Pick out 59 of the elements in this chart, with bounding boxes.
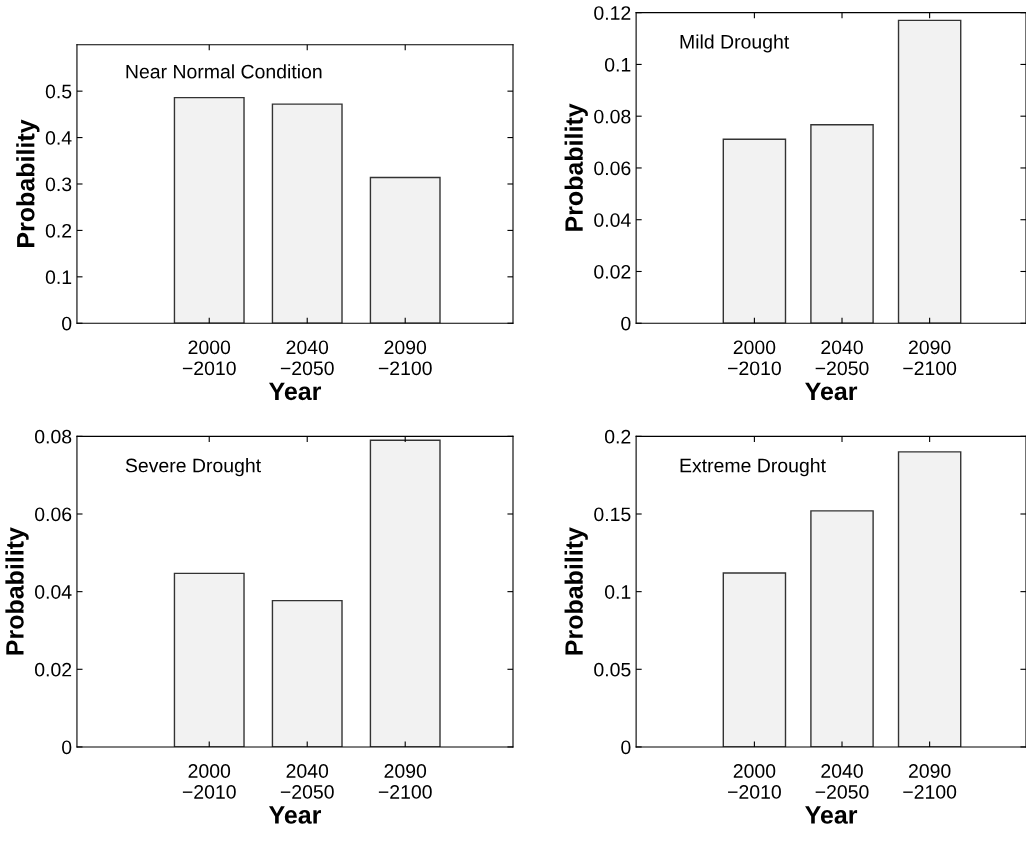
y-tick-label: 0.02 [594,264,631,279]
bar [271,103,343,324]
y-tick-label: 0.08 [594,109,631,124]
y-tick-label: 0 [62,740,72,755]
x-tick-label: 2000 −2010 [728,764,781,799]
y-axis-title: Probability [5,527,29,655]
bar [271,599,343,747]
annotation: Mild Drought [680,34,790,53]
x-tick-label: 2000 −2010 [182,764,236,799]
bar [810,124,874,324]
y-tick-label: 0.08 [35,429,72,444]
bar [173,96,245,324]
y-axis-title: Probability [564,527,588,655]
x-tick-label: 2000 −2010 [728,340,781,376]
x-axis-title: Year [268,382,322,401]
x-axis-title: Year [268,806,322,824]
x-tick-label: 2040 −2050 [815,340,869,376]
x-tick-label: 2040 −2050 [280,340,334,376]
y-tick-label: 0.12 [594,6,631,20]
annotation: Extreme Drought [680,458,826,477]
annotation: Severe Drought [125,458,261,477]
x-tick-label: 2090 −2100 [903,764,957,799]
x-axis-title: Year [805,382,858,401]
y-tick-label: 0 [621,740,631,755]
x-tick-label: 2040 −2050 [280,764,334,799]
bar [897,19,962,324]
y-tick-label: 0.1 [45,270,72,285]
bar [722,572,787,747]
x-axis-title: Year [805,806,858,824]
y-axis-title: Probability [16,119,40,247]
x-tick-label: 2090 −2100 [903,340,957,376]
annotation: Near Normal Condition [126,64,322,79]
y-tick-label: 0 [62,316,72,331]
y-tick-label: 0.2 [604,429,631,444]
x-tick-label: 2040 −2050 [815,764,869,799]
y-tick-label: 0.06 [35,507,72,522]
x-tick-label: 2090 −2100 [378,340,432,376]
bar [722,138,787,324]
bar [810,510,874,747]
y-tick-label: 0.4 [45,131,72,145]
x-tick-label: 2000 −2010 [182,340,236,376]
bar [173,572,245,747]
x-tick-label: 2090 −2100 [378,764,432,799]
y-tick-label: 0.04 [35,585,72,599]
y-tick-label: 0.02 [35,662,72,677]
y-tick-label: 0.2 [45,223,72,238]
bar [897,451,962,747]
y-tick-label: 0.04 [594,213,631,227]
y-tick-label: 0.5 [45,84,72,99]
y-tick-label: 0.1 [604,585,631,599]
y-tick-label: 0.05 [594,662,631,677]
bar [369,176,441,324]
y-axis-title: Probability [564,103,588,231]
y-tick-label: 0.15 [594,507,631,522]
y-tick-label: 0.1 [604,57,631,72]
bar [369,439,441,747]
y-tick-label: 0 [621,316,631,331]
y-tick-label: 0.3 [45,177,72,192]
y-tick-label: 0.06 [594,161,631,176]
